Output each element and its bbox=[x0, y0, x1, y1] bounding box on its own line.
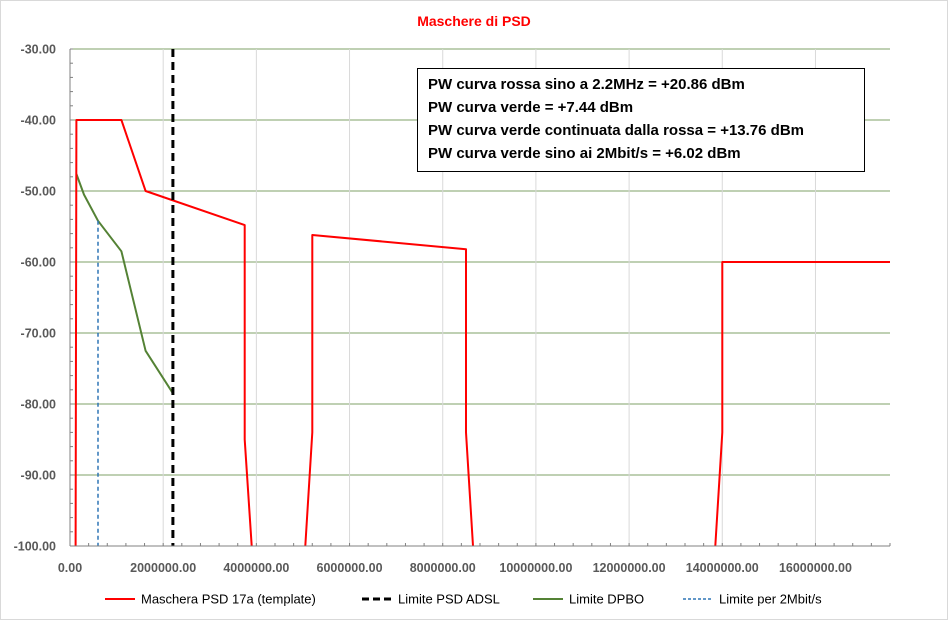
x-tick-label: 12000000.00 bbox=[593, 561, 666, 575]
legend-label-0: Maschera PSD 17a (template) bbox=[141, 592, 316, 607]
annotation-green-2mbit-power: PW curva verde sino ai 2Mbit/s = +6.02 d… bbox=[428, 145, 741, 162]
y-tick-label: -30.00 bbox=[21, 43, 56, 57]
series-line-0 bbox=[714, 261, 890, 547]
annotation-red-curve-power: PW curva rossa sino a 2.2MHz = +20.86 dB… bbox=[428, 76, 745, 93]
axes bbox=[69, 49, 890, 547]
legend-label-1: Limite PSD ADSL bbox=[398, 592, 500, 607]
y-tick-label: -80.00 bbox=[21, 398, 56, 412]
annotation-green-continued-power: PW curva verde continuata dalla rossa = … bbox=[428, 122, 804, 139]
legend-label-2: Limite DPBO bbox=[569, 592, 644, 607]
legend-label-3: Limite per 2Mbit/s bbox=[719, 592, 822, 607]
y-tick-label: -40.00 bbox=[21, 114, 56, 128]
series-line-0 bbox=[74, 119, 253, 547]
power-annotation-box: PW curva rossa sino a 2.2MHz = +20.86 dB… bbox=[417, 68, 865, 172]
chart-title: Maschere di PSD bbox=[417, 13, 531, 29]
x-tick-label: 6000000.00 bbox=[317, 561, 383, 575]
y-tick-label: -60.00 bbox=[21, 256, 56, 270]
x-tick-label: 0.00 bbox=[58, 561, 82, 575]
x-tick-labels: 0.00 2000000.00 4000000.00 6000000.00 800000… bbox=[58, 561, 852, 575]
series-layer bbox=[74, 49, 890, 547]
y-tick-label: -70.00 bbox=[21, 327, 56, 341]
legend: Maschera PSD 17a (template) Limite PSD AD… bbox=[105, 592, 822, 607]
series-line-0 bbox=[304, 234, 474, 547]
x-tick-label: 4000000.00 bbox=[223, 561, 289, 575]
x-tick-label: 8000000.00 bbox=[410, 561, 476, 575]
x-tick-label: 10000000.00 bbox=[499, 561, 572, 575]
series-line-2 bbox=[75, 173, 174, 394]
x-tick-label: 2000000.00 bbox=[130, 561, 196, 575]
y-tick-label: -50.00 bbox=[21, 185, 56, 199]
y-tick-label: -100.00 bbox=[14, 540, 56, 554]
annotation-green-curve-power: PW curva verde = +7.44 dBm bbox=[428, 99, 634, 116]
x-tick-label: 14000000.00 bbox=[686, 561, 759, 575]
x-tick-label: 16000000.00 bbox=[779, 561, 852, 575]
y-tick-labels: -30.00 -40.00 -50.00 -60.00 -70.00 -80.00 -90.… bbox=[14, 43, 56, 554]
y-tick-label: -90.00 bbox=[21, 469, 56, 483]
